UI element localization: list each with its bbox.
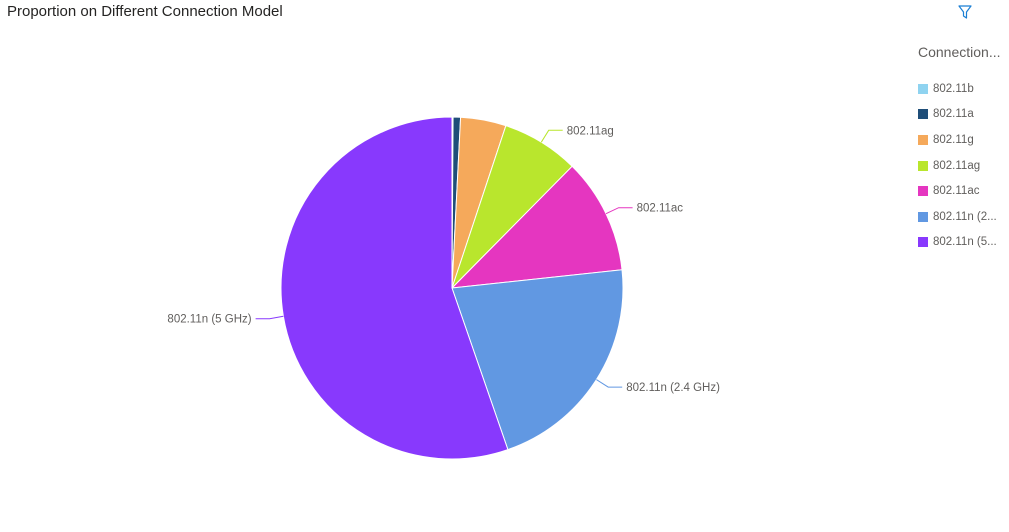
chart-title: Proportion on Different Connection Model [7, 3, 283, 20]
leader-line [255, 315, 284, 320]
legend-swatch [918, 211, 928, 222]
leader-line [605, 207, 633, 215]
legend-item-802-11ac[interactable]: 802.11ac [918, 178, 1006, 204]
legend-label: 802.11n (2... [933, 210, 997, 223]
legend-label: 802.11ac [933, 185, 980, 198]
legend-item-802-11n-2-4ghz[interactable]: 802.11n (2... [918, 204, 1006, 230]
legend-item-802-11n-5ghz[interactable]: 802.11n (5... [918, 230, 1006, 256]
leader-line [540, 129, 563, 143]
legend-label: 802.11b [933, 82, 974, 95]
legend-swatch [918, 134, 928, 145]
legend-swatch [918, 109, 928, 120]
legend-item-802-11a[interactable]: 802.11a [918, 102, 1006, 128]
data-label: 802.11ag [567, 125, 614, 137]
leader-line [596, 379, 623, 388]
legend-item-802-11g[interactable]: 802.11g [918, 127, 1006, 153]
data-label: 802.11n (5 GHz) [167, 314, 251, 326]
pie-slice-802-11ac[interactable] [450, 165, 623, 289]
legend-item-802-11ag[interactable]: 802.11ag [918, 153, 1006, 179]
data-label: 802.11ac [637, 203, 684, 215]
legend-label: 802.11n (5... [933, 236, 997, 249]
legend: Connection... 802.11b 802.11a 802.11g 80… [918, 44, 1006, 255]
legend-swatch [918, 237, 928, 248]
filter-icon[interactable] [957, 4, 973, 20]
legend-swatch [918, 83, 928, 94]
pie-slice-802-11n-5-ghz[interactable] [280, 116, 509, 460]
legend-swatch [918, 186, 928, 197]
legend-title: Connection... [918, 44, 1001, 60]
data-label: 802.11n (2.4 GHz) [626, 382, 720, 394]
legend-item-802-11b[interactable]: 802.11b [918, 76, 1006, 102]
legend-label: 802.11a [933, 108, 974, 121]
legend-label: 802.11ag [933, 159, 981, 172]
pie-chart: 802.11ag 802.11ac 802.11n (2.4 GHz) 802.11n… [167, 116, 720, 460]
legend-swatch [918, 160, 928, 171]
legend-label: 802.11g [933, 133, 974, 146]
